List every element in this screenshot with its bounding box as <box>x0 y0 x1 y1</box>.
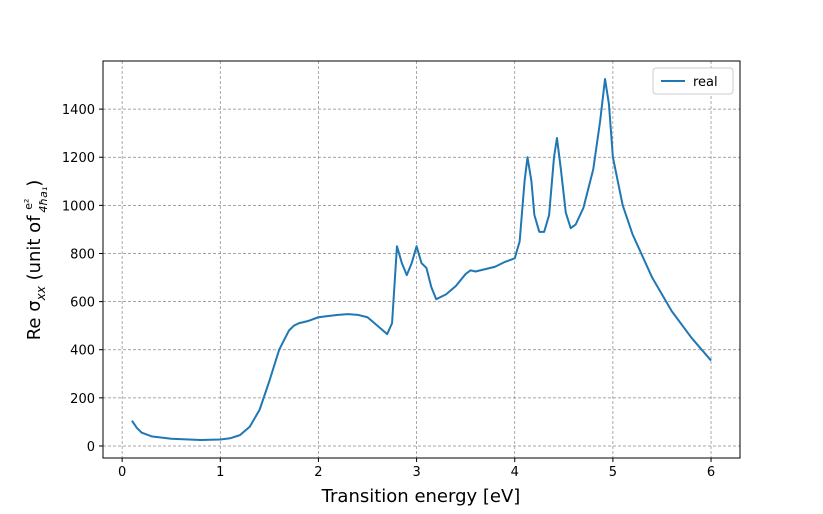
y-tick-label: 1400 <box>62 103 95 118</box>
x-tick-label: 4 <box>511 465 519 480</box>
y-tick-label: 1200 <box>62 151 95 166</box>
y-axis-label: Re σxx (unit of e² 4ħa₁) <box>22 180 50 341</box>
y-label-num: e² <box>22 199 35 210</box>
y-tick-label: 1000 <box>62 199 95 214</box>
data-line <box>131 78 712 441</box>
y-label-sub: xx <box>34 285 48 301</box>
x-tick-label: 6 <box>707 465 715 480</box>
y-tick-label: 600 <box>70 296 95 311</box>
y-label-den: 4ħa₁ <box>37 187 50 213</box>
x-tick-label: 2 <box>314 465 322 480</box>
y-tick-label: 0 <box>87 440 95 455</box>
x-axis-label: Transition energy [eV] <box>321 486 521 507</box>
x-tick-label: 5 <box>609 465 617 480</box>
y-label-main: Re σ <box>24 300 45 340</box>
y-tick-label: 800 <box>70 247 95 262</box>
y-tick-label: 400 <box>70 344 95 359</box>
y-label-close: ) <box>24 180 45 187</box>
x-tick-label: 3 <box>412 465 420 480</box>
x-tick-label: 1 <box>216 465 224 480</box>
y-axis-label-text: Re σxx (unit of e² 4ħa₁) <box>22 180 50 341</box>
legend-label: real <box>693 75 718 90</box>
x-tick-label: 0 <box>118 465 126 480</box>
y-label-open: (unit of <box>24 210 45 286</box>
plot-frame <box>102 60 741 459</box>
legend-box <box>652 67 734 95</box>
legend: real <box>652 67 734 95</box>
y-tick-label: 200 <box>70 392 95 407</box>
